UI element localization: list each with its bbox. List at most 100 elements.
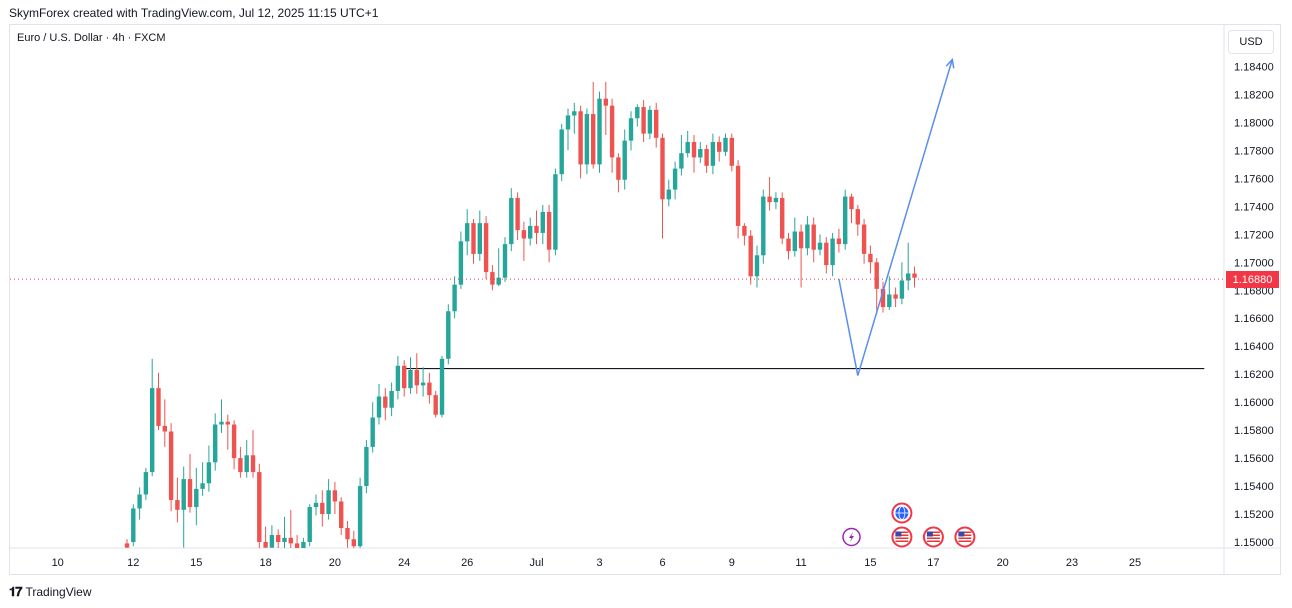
candle-body xyxy=(622,140,627,180)
candle xyxy=(483,216,489,280)
candle xyxy=(465,209,470,256)
candle-body xyxy=(383,396,388,408)
candle xyxy=(805,216,810,256)
candle-body xyxy=(880,288,886,308)
candle-body xyxy=(320,502,325,515)
candle-body xyxy=(843,196,848,245)
candle xyxy=(383,388,388,421)
candle xyxy=(635,104,640,127)
candle xyxy=(458,231,464,289)
candle xyxy=(168,423,174,512)
candle xyxy=(433,390,438,418)
candle-body xyxy=(906,273,911,281)
candle xyxy=(817,234,823,256)
candle-body xyxy=(603,98,608,106)
candle xyxy=(307,504,312,547)
y-tick-label: 1.17800 xyxy=(1234,145,1274,157)
candle xyxy=(735,160,741,239)
projection-arrowhead xyxy=(945,57,955,69)
x-tick-label: 3 xyxy=(596,557,602,569)
candle-body xyxy=(767,196,772,203)
candle xyxy=(420,367,426,397)
candle xyxy=(244,439,249,478)
candle xyxy=(181,466,186,548)
candle xyxy=(427,372,432,404)
candle-body xyxy=(288,537,293,544)
candle xyxy=(767,176,772,211)
candle xyxy=(206,445,212,492)
candle xyxy=(591,81,596,169)
candle-body xyxy=(691,142,697,158)
axes: 1.18400 1.18200 1.18000 1.17800 1.17600 1.174… xyxy=(10,25,1281,575)
candle xyxy=(698,142,703,163)
y-tick-label: 1.15600 xyxy=(1234,453,1274,465)
candle-body xyxy=(250,455,256,473)
candle xyxy=(250,430,256,478)
candle xyxy=(906,242,911,291)
candle-body xyxy=(660,137,665,200)
candle-body xyxy=(553,174,558,250)
projection-path xyxy=(838,59,954,376)
candle-body xyxy=(830,238,835,266)
candle-body xyxy=(609,105,615,158)
currency-button[interactable]: USD xyxy=(1228,30,1274,54)
candle-body xyxy=(824,242,829,266)
candle-body xyxy=(339,501,344,529)
candle-body xyxy=(628,118,634,141)
footer-brand-label: TradingView xyxy=(25,585,92,599)
candle-body xyxy=(546,211,552,250)
candle-body xyxy=(679,153,684,169)
candle-body xyxy=(502,244,508,278)
candle xyxy=(477,210,482,261)
x-tick-label: 15 xyxy=(190,557,202,569)
candle-body xyxy=(414,369,419,386)
candle xyxy=(647,105,653,140)
candle xyxy=(540,204,545,245)
x-tick-label: 6 xyxy=(659,557,665,569)
candle xyxy=(528,217,533,246)
x-tick-label: 25 xyxy=(1129,557,1141,569)
candle xyxy=(439,355,445,418)
candle-body xyxy=(231,424,237,459)
candle xyxy=(231,420,237,470)
candle-body xyxy=(912,273,917,278)
candle xyxy=(162,399,167,447)
candle xyxy=(313,494,319,516)
x-tick-label: 20 xyxy=(329,557,341,569)
candle xyxy=(194,467,199,526)
candle xyxy=(257,463,262,548)
y-tick-label: 1.17600 xyxy=(1234,173,1274,185)
chart-frame xyxy=(9,24,1281,575)
candle-body xyxy=(654,109,659,138)
us-flag-icon xyxy=(954,526,976,548)
candle-body xyxy=(874,262,879,289)
candle xyxy=(729,133,734,172)
x-tick-label: 23 xyxy=(1066,557,1078,569)
candle-body xyxy=(899,280,905,299)
candle xyxy=(376,383,382,425)
candle-body xyxy=(452,284,457,312)
candle-body xyxy=(351,539,356,547)
candle-body xyxy=(357,486,363,547)
footer-brand[interactable]: 𝟏𝟕 TradingView xyxy=(9,584,92,600)
candle-body xyxy=(294,543,300,548)
candle-body xyxy=(263,542,268,548)
y-tick-label: 1.15400 xyxy=(1234,481,1274,493)
y-tick-label: 1.16600 xyxy=(1234,313,1274,325)
candle-body xyxy=(326,490,331,515)
y-tick-label: 1.18000 xyxy=(1234,117,1274,129)
candle xyxy=(402,360,407,397)
candle xyxy=(868,245,873,274)
candle-body xyxy=(427,382,432,396)
candle-body xyxy=(521,230,527,239)
symbol-title[interactable]: Euro / U.S. Dollar · 4h · FXCM xyxy=(17,32,166,44)
candle-body xyxy=(483,223,489,273)
candles xyxy=(124,81,917,548)
candle-body xyxy=(181,479,186,510)
candle xyxy=(912,266,917,288)
candle xyxy=(546,204,552,263)
candle xyxy=(446,304,451,365)
candle xyxy=(874,258,879,315)
candle-body xyxy=(257,472,262,542)
